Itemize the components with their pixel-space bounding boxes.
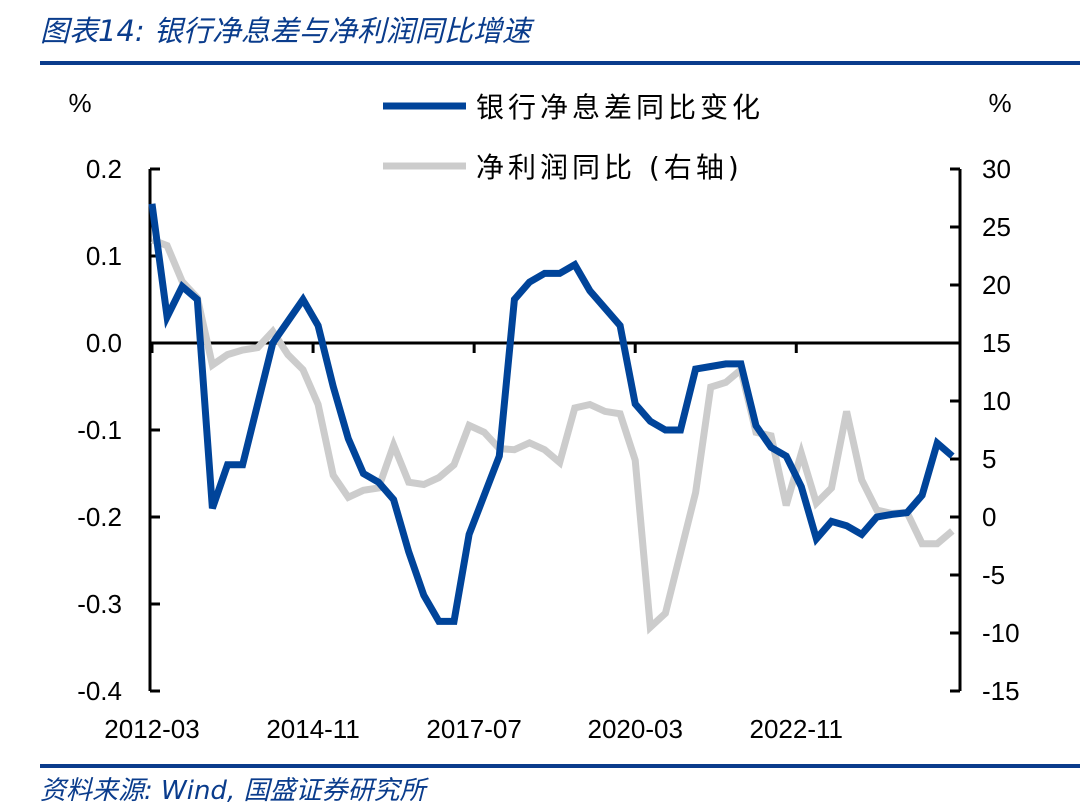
- left-tick-label: -0.2: [77, 502, 122, 532]
- right-tick-label: 5: [982, 444, 996, 474]
- right-tick-label: -15: [982, 676, 1020, 706]
- left-tick-label: -0.4: [77, 676, 122, 706]
- series-line-nim: [148, 203, 955, 625]
- right-tick-label: 0: [982, 502, 996, 532]
- right-tick-label: 15: [982, 328, 1011, 358]
- right-tick-label: 10: [982, 386, 1011, 416]
- series-line-profit: [150, 236, 955, 635]
- right-tick-label: -10: [982, 618, 1020, 648]
- x-tick-label: 2020-03: [587, 714, 682, 744]
- x-tick-label: 2022-11: [750, 714, 844, 744]
- left-unit-label: %: [68, 88, 91, 118]
- left-tick-label: 0.1: [86, 241, 122, 271]
- left-tick-label: 0.0: [86, 328, 122, 358]
- x-tick-label: 2014-11: [266, 714, 360, 744]
- right-tick-label: -5: [982, 560, 1005, 590]
- right-tick-label: 25: [982, 212, 1011, 242]
- right-tick-label: 30: [982, 154, 1011, 184]
- legend-label-1: 净利润同比 (右轴): [476, 151, 743, 184]
- right-unit-label: %: [988, 88, 1011, 118]
- x-tick-label: 2017-07: [426, 714, 521, 744]
- legend-label-0: 银行净息差同比变化: [476, 91, 764, 124]
- x-tick-label: 2012-03: [104, 714, 199, 744]
- source-note: 资料来源: Wind, 国盛证券研究所: [40, 776, 426, 806]
- right-tick-label: 20: [982, 270, 1011, 300]
- left-tick-label: -0.1: [77, 415, 122, 445]
- left-tick-label: 0.2: [86, 154, 122, 184]
- title-divider: [40, 61, 1080, 65]
- figure-title: 图表14: 银行净息差与净利润同比增速: [40, 14, 531, 48]
- left-tick-label: -0.3: [77, 589, 122, 619]
- footer-divider: [40, 764, 1080, 768]
